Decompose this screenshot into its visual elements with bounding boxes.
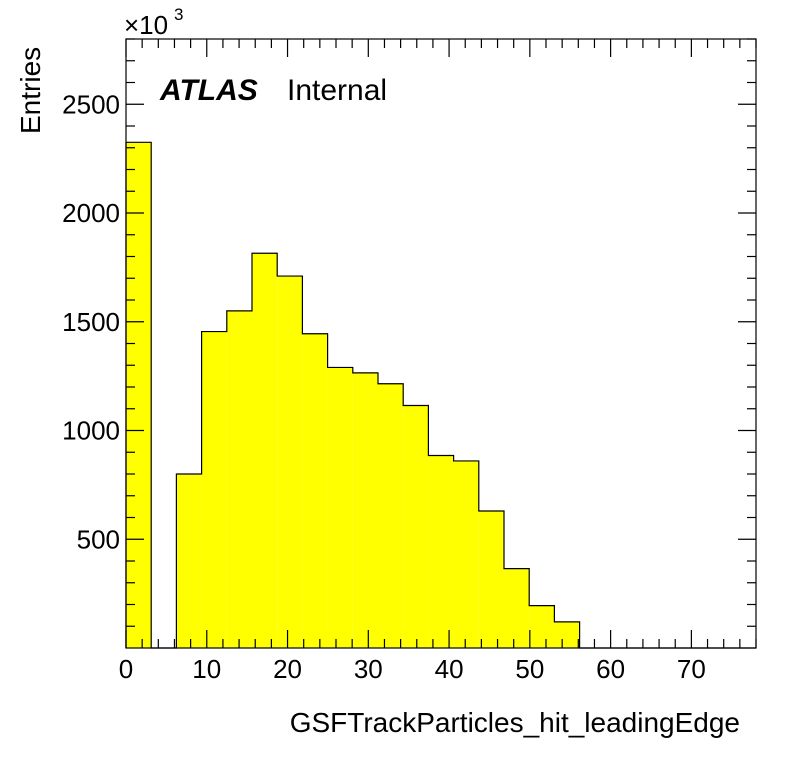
y-axis-title: Entries [15, 47, 46, 134]
histogram-bar [277, 276, 303, 648]
x-tick-label: 30 [354, 654, 383, 684]
x-tick-label: 70 [677, 654, 706, 684]
x-tick-label: 0 [119, 654, 133, 684]
histogram-bar [176, 474, 202, 648]
histogram-bar [352, 372, 378, 648]
y-tick-label: 1500 [62, 307, 120, 337]
histogram-bar [302, 333, 328, 648]
y-tick-labels: 500 1000 1500 2000 2500 [62, 89, 120, 554]
x-tick-label: 10 [192, 654, 221, 684]
histogram-bar [504, 568, 530, 648]
x-tick-label: 60 [596, 654, 625, 684]
histogram-bar [529, 605, 555, 648]
histogram-bar [554, 621, 580, 648]
histogram-bar [453, 460, 479, 648]
histogram-outline [125, 141, 756, 649]
internal-label: Internal [287, 74, 387, 107]
histogram-bar [478, 510, 504, 648]
y-multiplier: ×10 [124, 10, 168, 40]
y-tick-label: 1000 [62, 416, 120, 446]
axis-ticks [125, 38, 757, 648]
y-tick-label: 2500 [62, 89, 120, 119]
x-tick-label: 20 [273, 654, 302, 684]
x-tick-labels: 0 10 20 30 40 50 60 70 [119, 654, 706, 684]
histogram-bar [252, 253, 278, 649]
histogram-bar [327, 367, 353, 648]
x-tick-label: 50 [515, 654, 544, 684]
x-tick-label: 40 [435, 654, 464, 684]
y-tick-label: 2000 [62, 198, 120, 228]
histogram-bar [201, 331, 227, 648]
x-axis-title: GSFTrackParticles_hit_leadingEdge [290, 707, 740, 738]
histogram-bar [428, 455, 454, 648]
histogram-bar [226, 310, 252, 648]
y-tick-label: 500 [77, 524, 120, 554]
histogram-bars [126, 142, 580, 649]
histogram-bar [126, 142, 152, 648]
histogram-bar [403, 405, 429, 648]
y-multiplier-exponent: 3 [174, 5, 183, 24]
histogram-bar [378, 383, 404, 648]
atlas-label: ATLAS [159, 74, 258, 107]
